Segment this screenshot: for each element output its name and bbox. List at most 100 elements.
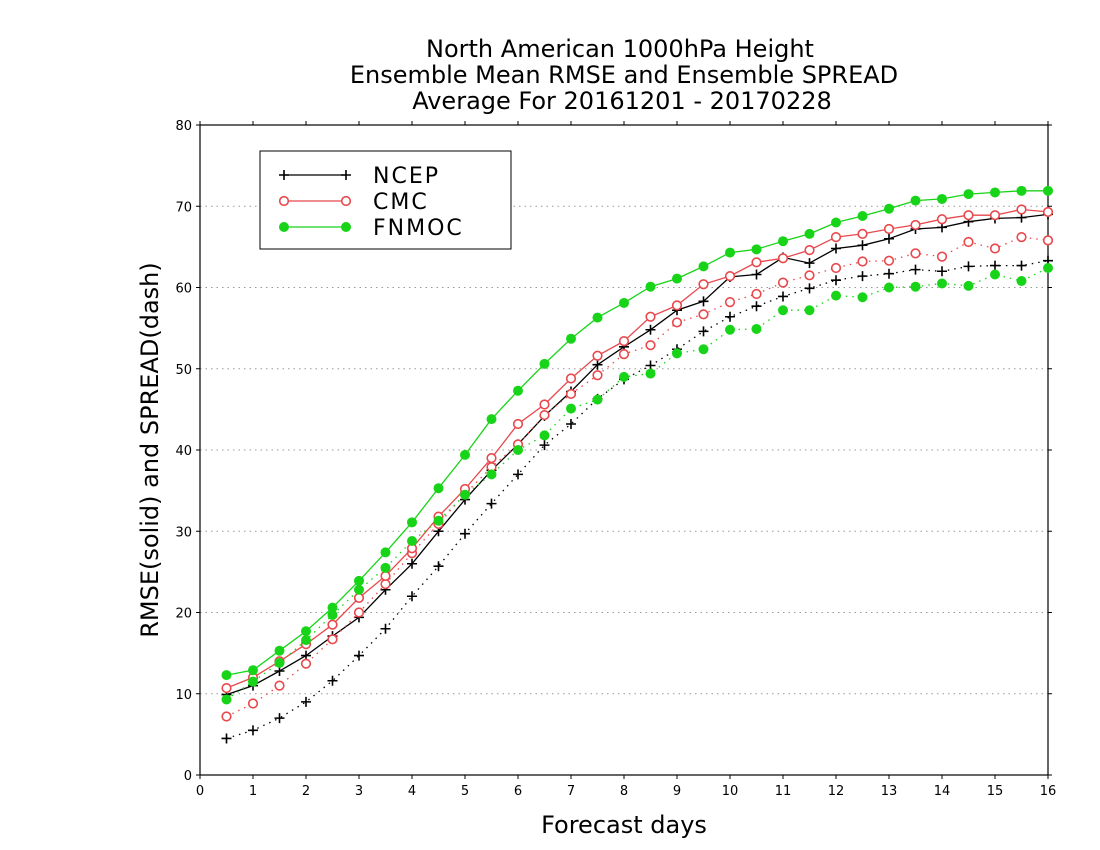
ncep-rmse-point [804,258,815,269]
fnmoc-spread-point [513,445,523,455]
legend-marker-cmc [340,195,352,207]
y-tick-label: 80 [175,119,192,134]
fnmoc-rmse-point [645,281,656,292]
x-tick-label: 1 [249,784,257,799]
fnmoc-spread-point [354,584,364,595]
legend-marker-fnmoc [341,222,351,232]
fnmoc-spread-point [221,694,232,705]
cmc-rmse-point [486,453,497,464]
ncep-rmse-point [645,324,656,335]
fnmoc-rmse-point [937,193,947,204]
fnmoc-spread-point [698,344,709,355]
cmc-rmse-point [989,210,1001,221]
cmc-rmse-line [226,208,1049,689]
x-tick-label: 15 [987,784,1004,799]
cmc-rmse-point [512,418,524,430]
fnmoc-spread-point [274,657,285,668]
ncep-rmse-point [884,233,894,244]
cmc-rmse-point [671,300,683,311]
series-fnmoc [221,185,1053,705]
fnmoc-rmse-point [857,211,868,221]
cmc-rmse-point [698,279,709,290]
fnmoc-spread-point [1043,263,1053,273]
x-tick-label: 5 [461,784,469,799]
fnmoc-spread-point [645,368,656,379]
ncep-spread-point [725,311,735,322]
fnmoc-spread-point [619,371,629,382]
gridlines [200,205,1048,695]
x-tick-label: 7 [567,784,575,799]
cmc-rmse-point [221,682,232,694]
title-line-2: Ensemble Mean RMSE and Ensemble SPREAD [350,61,898,89]
fnmoc-rmse-point [778,236,788,247]
cmc-spread-point [274,680,285,691]
x-tick-label: 10 [722,784,739,799]
cmc-rmse-point [751,257,762,268]
cmc-spread-point [221,711,232,722]
fnmoc-spread-point [248,676,258,687]
series-ncep [221,209,1053,744]
ncep-rmse-point [751,269,762,280]
cmc-rmse-point [539,399,550,410]
cmc-spread-point [989,243,1001,254]
cmc-spread-point [618,349,630,360]
fnmoc-spread-point [327,609,338,620]
fnmoc-rmse-point [963,189,974,200]
cmc-spread-point [1016,232,1027,243]
fnmoc-rmse-point [433,483,444,494]
ncep-spread-point [698,326,709,337]
cmc-rmse-point [883,223,895,235]
fnmoc-spread-point [990,269,1000,280]
fnmoc-rmse-point [592,312,603,323]
cmc-spread-point [804,270,815,281]
fnmoc-rmse-point [513,385,523,396]
ncep-spread-point [1016,260,1027,271]
x-tick-label: 0 [196,784,204,799]
fnmoc-rmse-point [380,547,391,558]
cmc-spread-point [777,277,789,288]
title-line-3: Average For 20161201 - 20170228 [412,87,832,115]
ncep-spread-point [221,733,232,744]
cmc-spread-point [857,256,868,267]
cmc-spread-point [592,370,603,381]
fnmoc-spread-point [884,282,894,293]
y-axis: 0 10 20 30 40 50 60 70 80 [175,119,1052,784]
cmc-spread-point [751,288,762,300]
fnmoc-rmse-point [221,670,232,681]
cmc-rmse-point [804,245,815,256]
ncep-spread-point [778,291,788,302]
y-tick-label: 10 [175,688,192,703]
ncep-rmse-point [698,296,709,307]
fnmoc-rmse-point [804,228,815,239]
x-axis: 0 1 2 3 4 5 6 7 8 9 10 11 12 13 14 15 16 [196,121,1056,799]
ncep-spread-point [963,261,974,272]
cmc-rmse-point [910,219,921,231]
cmc-rmse-point [565,373,577,384]
title-line-1: North American 1000hPa Height [426,35,814,63]
ncep-spread-point [354,650,364,661]
cmc-spread-point [353,607,365,618]
fnmoc-spread-point [1016,276,1027,286]
fnmoc-rmse-point [831,217,841,228]
cmc-rmse-point [857,228,868,239]
ncep-rmse-point [857,240,868,251]
fnmoc-rmse-line [226,190,1048,676]
cmc-rmse-point [963,210,974,221]
fnmoc-spread-point [937,278,947,289]
fnmoc-rmse-point [698,261,709,272]
fnmoc-rmse-point [486,414,497,425]
ncep-spread-point [513,469,523,480]
ncep-spread-point [248,725,258,736]
cmc-rmse-point [1042,206,1054,218]
ncep-spread-point [804,283,815,294]
cmc-spread-point [698,309,709,320]
x-tick-label: 13 [881,784,898,799]
cmc-spread-point [247,698,259,709]
legend-marker-cmc [278,195,290,207]
legend-label-ncep: NCEP [373,164,440,189]
fnmoc-rmse-point [672,273,682,284]
x-tick-label: 4 [408,784,416,799]
x-tick-label: 14 [934,784,951,799]
fnmoc-rmse-point [248,665,258,676]
cmc-rmse-point [830,232,842,243]
